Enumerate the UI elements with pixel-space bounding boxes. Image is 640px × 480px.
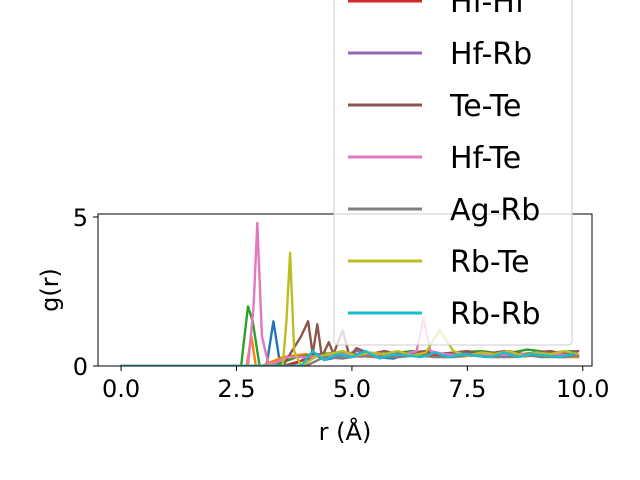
x-tick-label: 2.5 xyxy=(217,375,255,403)
legend-label: Hf-Rb xyxy=(450,37,532,72)
legend-label: Hf-Te xyxy=(450,141,521,176)
plot-area xyxy=(119,221,580,366)
series-line-ag-rb xyxy=(119,354,580,366)
legend-entry-hf-hf: Hf-Hf xyxy=(348,0,527,20)
series-line-rb-te xyxy=(119,251,580,366)
legend-box xyxy=(333,0,573,346)
legend-label: Ag-Rb xyxy=(450,193,540,228)
legend-entry-te-te: Te-Te xyxy=(348,89,521,124)
series-line-rb-rb xyxy=(119,349,575,366)
legend-entry-hf-rb: Hf-Rb xyxy=(348,37,532,72)
legend-label: Hf-Hf xyxy=(450,0,527,20)
y-axis-label: g(r) xyxy=(36,268,64,312)
x-tick-label: 7.5 xyxy=(448,375,486,403)
x-tick-label: 5.0 xyxy=(333,375,371,403)
x-tick-label: 10.0 xyxy=(556,375,609,403)
y-tick-label: 0 xyxy=(73,353,88,381)
legend-entry-hf-te: Hf-Te xyxy=(348,141,521,176)
legend: Hf-Hf Hf-Rb Te-Te Hf-Te Ag-Rb Rb-Te Rb-Rb xyxy=(333,0,573,346)
legend-label: Rb-Rb xyxy=(450,297,541,332)
legend-entry-rb-te: Rb-Te xyxy=(348,245,530,280)
legend-entry-rb-rb: Rb-Rb xyxy=(348,297,541,332)
legend-entry-ag-rb: Ag-Rb xyxy=(348,193,540,228)
y-tick-label: 5 xyxy=(73,204,88,232)
x-axis-label: r (Å) xyxy=(319,417,372,446)
x-tick-label: 0.0 xyxy=(102,375,140,403)
axes: 0.0 2.5 5.0 7.5 10.0 0 5 r (Å) g(r) xyxy=(36,204,609,446)
legend-label: Rb-Te xyxy=(450,245,530,280)
legend-label: Te-Te xyxy=(449,89,521,124)
